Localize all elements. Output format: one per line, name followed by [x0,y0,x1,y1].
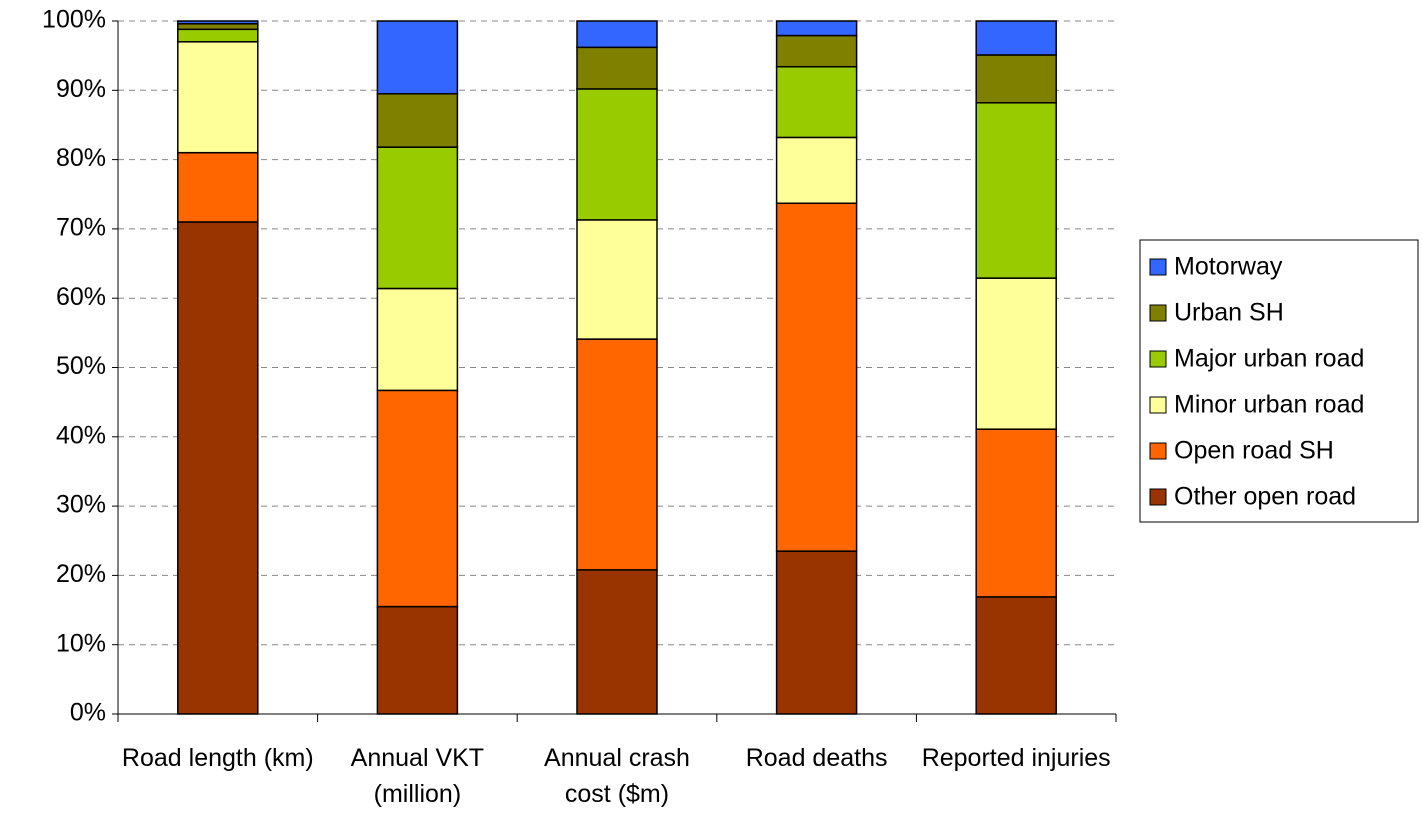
legend-swatch [1149,396,1167,414]
bar-segment [177,151,259,223]
bar-segment [376,287,459,392]
y-tick-label: 20% [56,560,106,588]
bar-segment [775,202,858,552]
bar-segment [376,389,459,608]
legend-label: Open road SH [1174,437,1334,465]
legend-swatch [1149,258,1167,276]
bar-segment [975,102,1057,279]
y-tick-label: 70% [56,214,106,242]
legend-label: Other open road [1174,483,1356,511]
bar-segment [376,146,459,290]
bar-segment [576,46,658,90]
bar-segment [975,277,1057,430]
bar-segment [576,219,658,340]
x-tick-label: Road length (km) [121,744,314,772]
legend-label: Minor urban road [1174,391,1364,419]
x-tick-label: Reported injuries [921,744,1111,772]
bar-segment [576,569,658,715]
y-tick-label: 100% [42,6,106,34]
bar-segment [775,65,858,139]
y-tick-label: 0% [70,699,106,727]
y-tick-label: 50% [56,352,106,380]
bar-segment [177,221,259,715]
bar-segment [576,338,658,571]
bar-segment [177,41,259,154]
bar-segment [177,28,259,43]
legend-box [1139,239,1419,523]
legend-swatch [1149,442,1167,460]
y-tick-label: 90% [56,75,106,103]
bar-segment [775,550,858,715]
bar-segment [975,596,1057,715]
bar-segment [975,20,1057,56]
bar-segment [576,20,658,49]
bar-segment [376,20,459,95]
bar-segment [376,605,459,715]
bar-segment [975,428,1057,598]
legend-swatch [1149,350,1167,368]
x-tick-label: Annual VKT (million) [350,744,485,808]
y-tick-label: 60% [56,283,106,311]
bar-segment [775,136,858,205]
bar-segment [177,20,259,25]
x-tick-label: Road deaths [745,744,888,772]
bar-segment [576,88,658,221]
bar-segment [775,34,858,68]
legend-swatch [1149,304,1167,322]
legend-label: Urban SH [1174,299,1284,327]
bar-segment [775,20,858,37]
legend-swatch [1149,488,1167,506]
y-tick-label: 30% [56,491,106,519]
bar-segment [376,93,459,148]
legend-label: Major urban road [1174,345,1364,373]
legend-label: Motorway [1174,253,1283,281]
y-tick-label: 10% [56,629,106,657]
bar-segment [177,23,259,31]
x-tick-label: Annual crash cost ($m) [544,744,690,808]
y-tick-label: 80% [56,144,106,172]
bar-segment [975,54,1057,104]
y-tick-label: 40% [56,421,106,449]
